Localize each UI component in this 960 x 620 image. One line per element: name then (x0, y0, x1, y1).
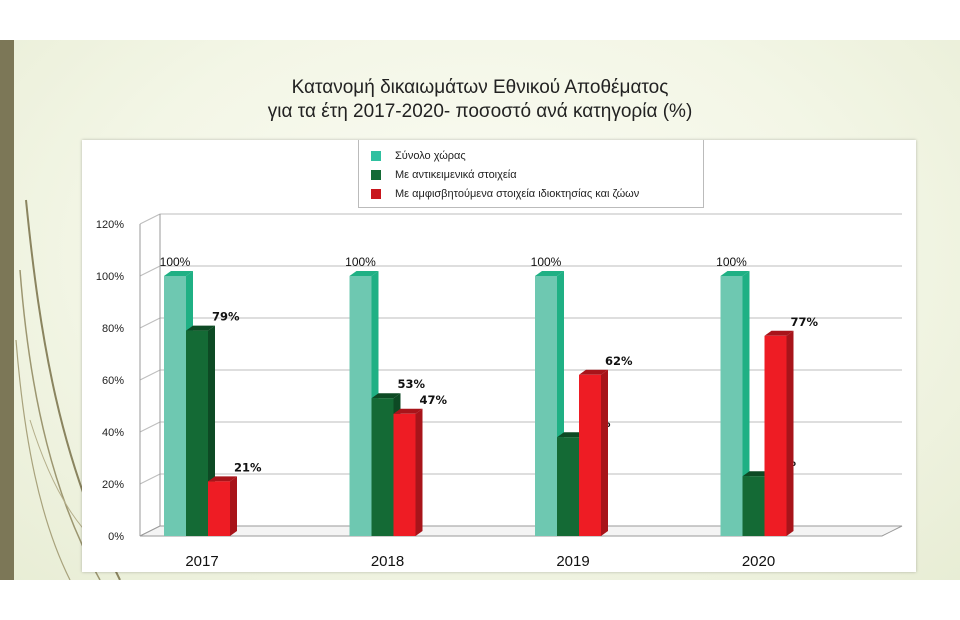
gridline-depth (139, 473, 161, 485)
bar (208, 481, 230, 536)
x-tick-label: 2019 (556, 553, 589, 570)
bar-top (371, 393, 401, 399)
bar-top (742, 471, 772, 477)
x-tick-label: 2020 (742, 553, 775, 570)
y-tick-label: 0% (108, 531, 124, 543)
bar-top (164, 271, 193, 276)
x-tick-label: 2018 (371, 553, 404, 570)
bar-side (230, 476, 237, 536)
gridline-depth (139, 213, 161, 225)
data-label: 100% (345, 255, 376, 269)
legend-swatch-total (371, 150, 381, 161)
legend-label-objective: Με αντικειμενικά στοιχεία (395, 168, 517, 181)
bar-top (764, 330, 794, 336)
bar (349, 276, 372, 536)
bar-top (557, 432, 586, 438)
y-tick-label: 40% (102, 427, 124, 439)
legend-label-total: Σύνολο χώρας (395, 149, 466, 162)
data-label: 79% (212, 310, 240, 324)
bar-top (393, 408, 423, 414)
legend-swatch-disputed (371, 188, 381, 199)
data-label: 100% (160, 255, 191, 269)
bar-top (579, 369, 608, 375)
chart-title-line-1: Κατανομή δικαιωμάτων Εθνικού Αποθέματος (291, 77, 669, 98)
gridline-depth (139, 369, 161, 381)
bar-top (720, 271, 750, 276)
bar-side (742, 271, 750, 536)
gridline-depth (139, 265, 161, 277)
legend-item: Σύνολο χώρας (371, 146, 703, 165)
bar-top (186, 325, 215, 331)
bar (720, 276, 743, 536)
chart-floor (139, 525, 903, 537)
legend-label-disputed: Με αμφισβητούμενα στοιχεία ιδιοκτησίας κ… (395, 187, 640, 200)
data-label: 100% (531, 255, 562, 269)
bar-top (208, 476, 237, 482)
chart-area: 0% 20% 40% 60% 80% 100% 120% 100% 79% 21% 2017 100%… (82, 140, 916, 572)
bar-top (349, 271, 379, 276)
legend-swatch-objective (371, 169, 381, 180)
bar (186, 330, 208, 536)
left-accent-band (0, 40, 14, 580)
bar-side (786, 330, 794, 536)
bar (579, 374, 601, 536)
gridline-depth (139, 317, 161, 329)
bar (742, 476, 765, 536)
data-label: 62% (605, 354, 633, 368)
legend: Σύνολο χώρας Με αντικειμενικά στοιχεία Μ… (358, 140, 704, 208)
y-tick-label: 120% (96, 219, 124, 231)
bar-top (535, 271, 564, 276)
x-tick-label: 2017 (185, 553, 218, 570)
legend-item: Με αμφισβητούμενα στοιχεία ιδιοκτησίας κ… (371, 184, 703, 203)
bar (535, 276, 557, 536)
data-label: 100% (716, 255, 747, 269)
bar-chart: 0% 20% 40% 60% 80% 100% 120% 100% 79% 21% 2017 100%… (96, 213, 903, 570)
data-label: 53% (398, 377, 426, 391)
data-label: 21% (234, 460, 262, 474)
bar-side (601, 369, 608, 536)
slide-background: Κατανομή δικαιωμάτων Εθνικού Αποθέματος … (0, 40, 960, 580)
bar (764, 335, 787, 536)
chart-title-line-2: για τα έτη 2017-2020- ποσοστό ανά κατηγο… (267, 101, 693, 122)
data-label: 77% (791, 315, 819, 329)
gridline-depth (139, 421, 161, 433)
chart-title: Κατανομή δικαιωμάτων Εθνικού Αποθέματος … (0, 76, 960, 124)
y-tick-label: 100% (96, 271, 124, 283)
bar (393, 413, 416, 536)
y-tick-label: 80% (102, 323, 124, 335)
legend-item: Με αντικειμενικά στοιχεία (371, 165, 703, 184)
bar (557, 437, 579, 536)
bar-side (415, 408, 423, 536)
y-tick-label: 20% (102, 479, 124, 491)
y-tick-label: 60% (102, 375, 124, 387)
bar (371, 398, 394, 536)
data-label: 47% (420, 393, 448, 407)
bar (164, 276, 186, 536)
